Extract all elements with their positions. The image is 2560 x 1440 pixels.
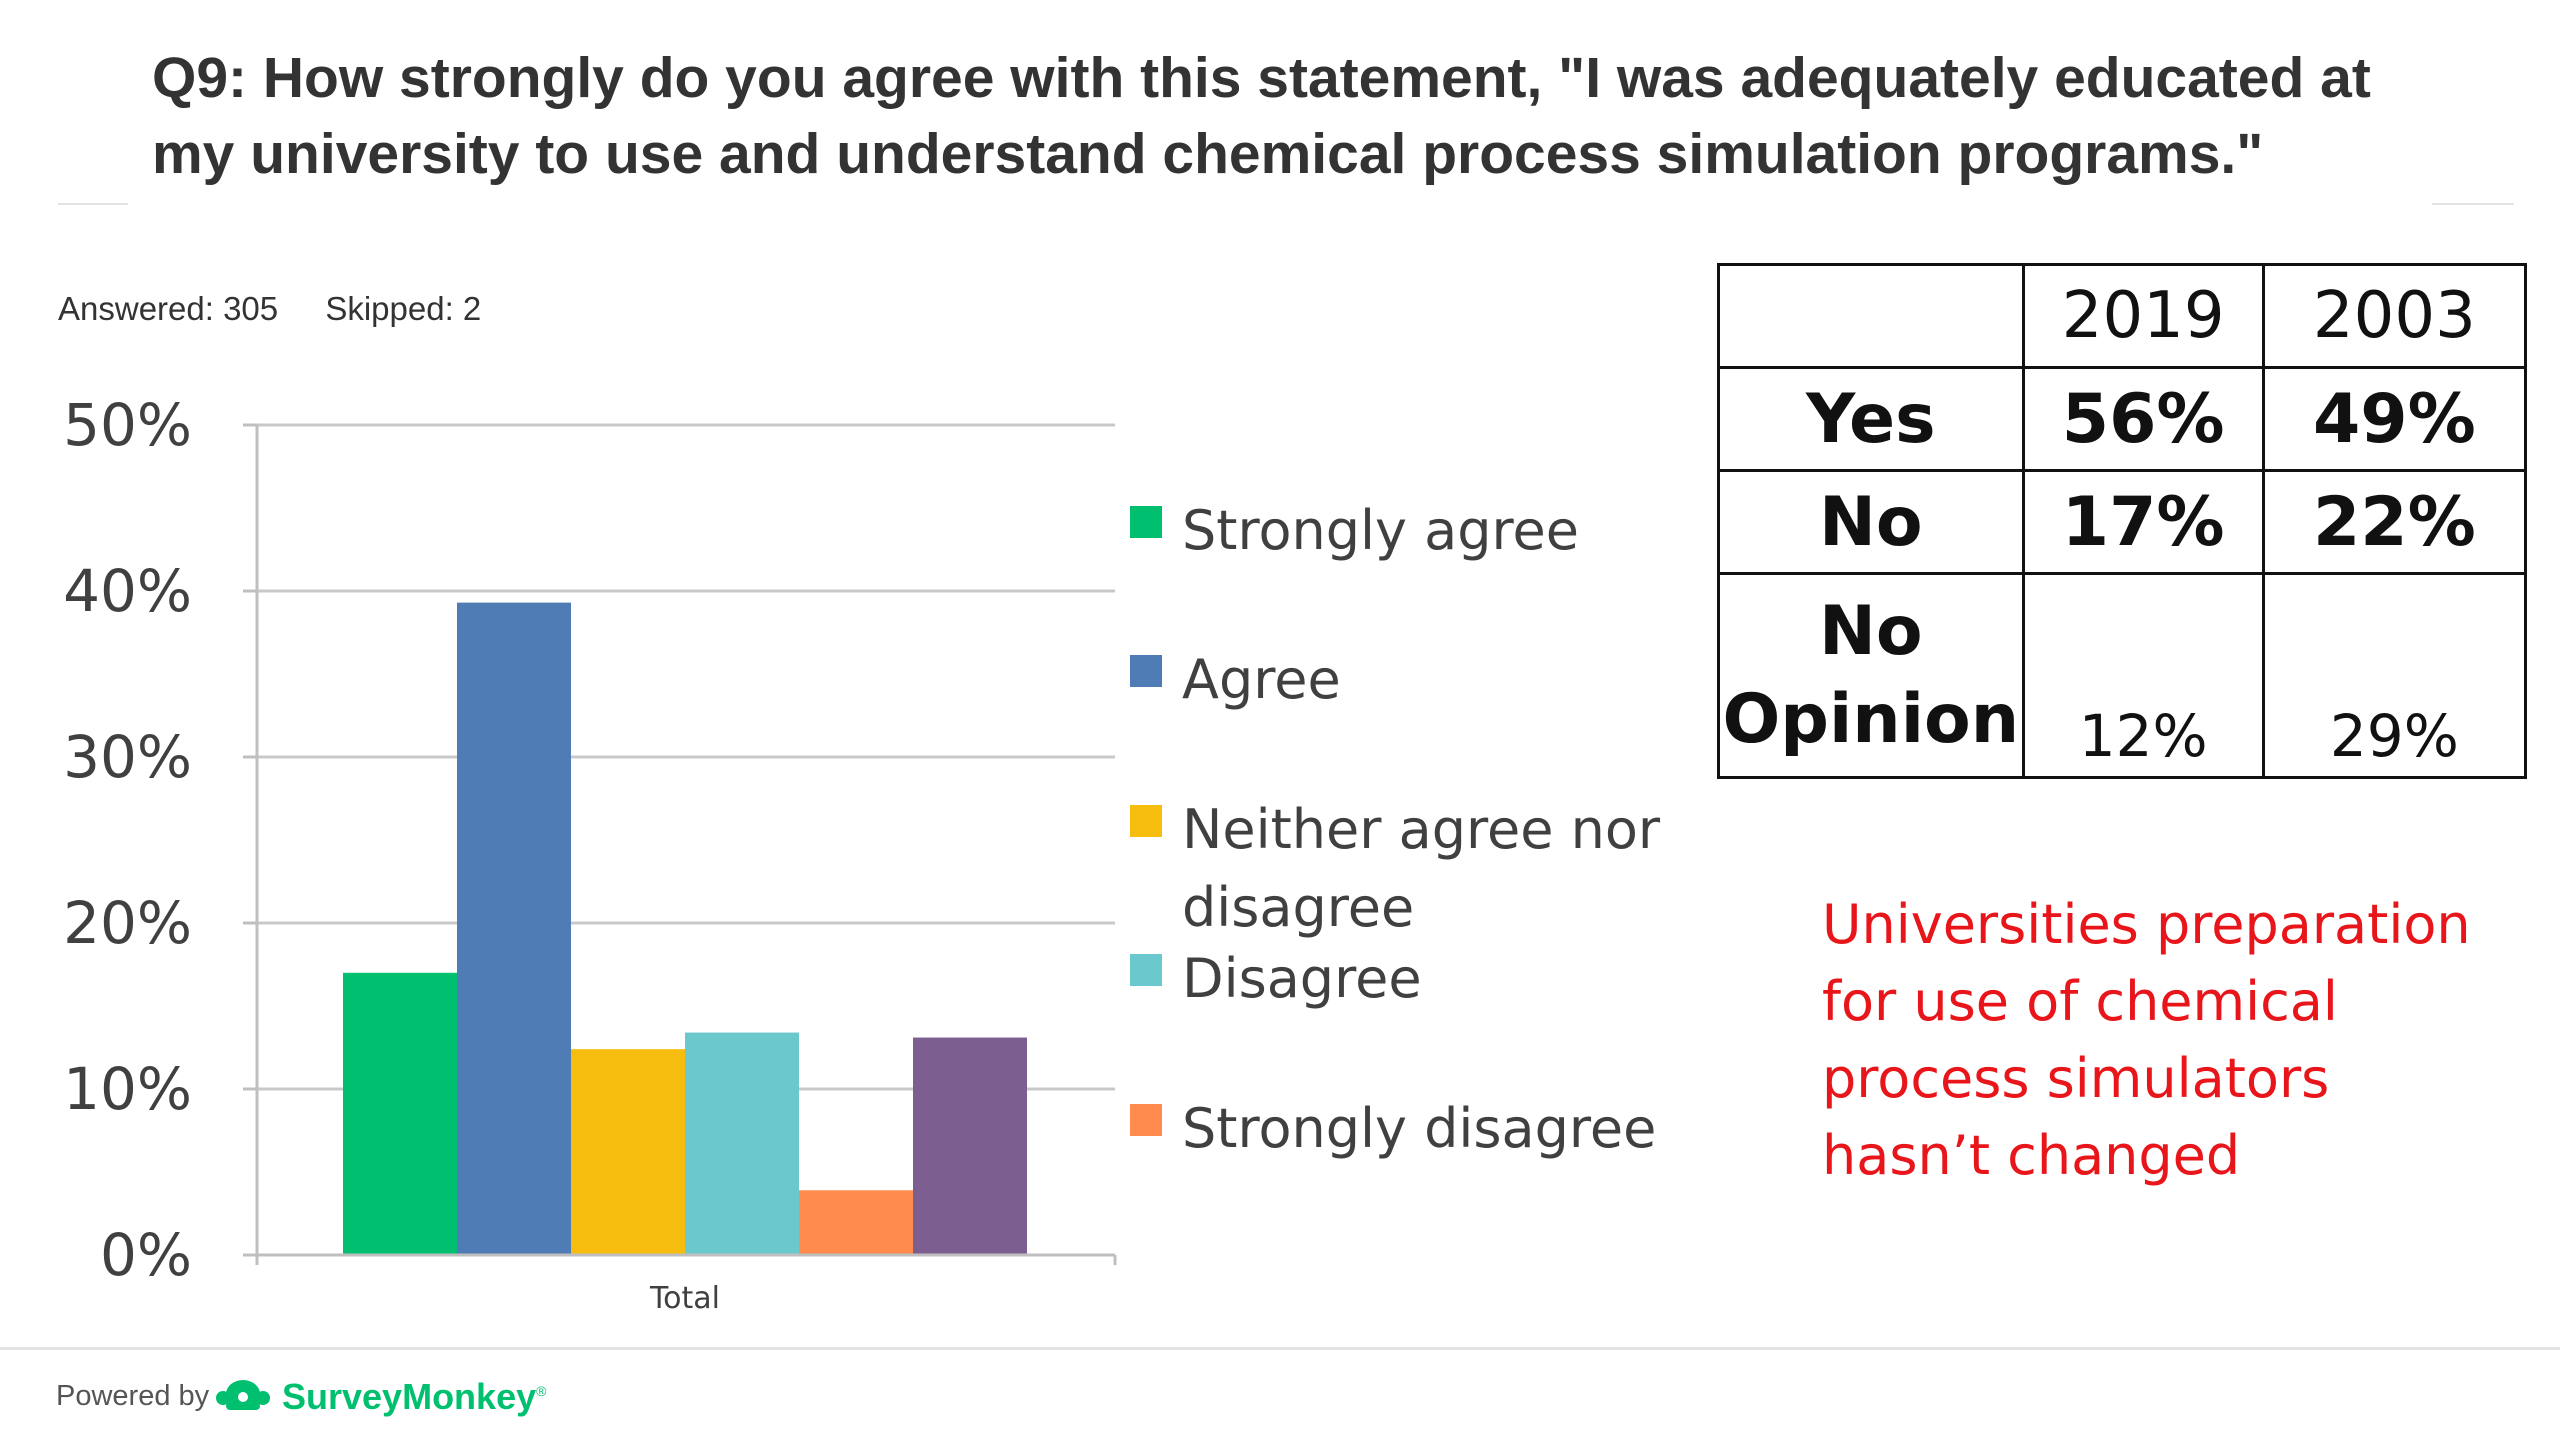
bar xyxy=(343,972,457,1255)
surveymonkey-brand: SurveyMonkey® xyxy=(282,1376,546,1418)
bars xyxy=(343,602,1027,1255)
x-category-label: Total xyxy=(649,1281,720,1316)
table-row-label: No xyxy=(1717,469,2025,575)
table-header-row: 2019 2003 xyxy=(1717,263,2528,369)
registered-mark: ® xyxy=(536,1383,547,1399)
table-row-yes: Yes 56% 49% xyxy=(1717,366,2528,472)
annotation-note: Universities preparation for use of chem… xyxy=(1822,886,2522,1194)
title-divider-right xyxy=(2432,203,2514,205)
comparison-table: 2019 2003 Yes 56% 49% No 17% 22% No Opin… xyxy=(1717,263,2528,779)
table-header-2003: 2003 xyxy=(2261,263,2528,369)
table-header-2019: 2019 xyxy=(2021,263,2265,369)
answered-count: Answered: 305 xyxy=(58,290,279,327)
row-label-line: No xyxy=(1819,591,1923,671)
y-tick-label: 0% xyxy=(100,1221,192,1289)
question-title: Q9: How strongly do you agree with this … xyxy=(152,46,2371,186)
skipped-count: Skipped: 2 xyxy=(325,290,482,327)
bar xyxy=(571,1049,685,1255)
note-line: hasn’t changed xyxy=(1822,1124,2241,1187)
response-counts: Answered: 305 Skipped: 2 xyxy=(58,290,519,328)
note-line: process simulators xyxy=(1822,1047,2330,1110)
x-axis: Total xyxy=(243,1253,1117,1316)
bar xyxy=(685,1032,799,1255)
legend-label: Disagree xyxy=(1182,947,1422,1010)
table-cell: 17% xyxy=(2021,469,2265,575)
y-tick-label: 10% xyxy=(63,1055,192,1123)
table-row-label: Yes xyxy=(1717,366,2025,472)
table-row-no: No 17% 22% xyxy=(1717,469,2528,575)
surveymonkey-logo-icon xyxy=(216,1380,270,1410)
legend-label: Neither agree nor disagree xyxy=(1182,798,1661,939)
table-cell: 56% xyxy=(2021,366,2265,472)
legend-label: Agree xyxy=(1182,648,1341,711)
legend-swatch xyxy=(1130,954,1162,986)
note-line: for use of chemical xyxy=(1822,970,2338,1033)
note-line: Universities preparation xyxy=(1822,893,2471,956)
y-tick-label: 30% xyxy=(63,723,192,791)
table-row-label: No Opinion xyxy=(1717,572,2025,779)
table-corner-cell xyxy=(1717,263,2025,369)
table-cell: 49% xyxy=(2261,366,2528,472)
y-axis: 0% 10% 20% 30% 40% 50% xyxy=(63,391,259,1289)
bar-chart: 0% 10% 20% 30% 40% 50% Total xyxy=(63,391,1117,1316)
legend-swatch xyxy=(1130,655,1162,687)
bar xyxy=(913,1037,1027,1255)
bar xyxy=(457,602,571,1255)
legend-label: Strongly agree xyxy=(1182,499,1579,562)
row-label-line: Opinion xyxy=(1722,679,2020,759)
table-row-no-opinion: No Opinion 12% 29% xyxy=(1717,572,2528,779)
powered-by-text: Powered by xyxy=(56,1380,210,1412)
legend-swatch xyxy=(1130,506,1162,538)
legend-label: Strongly disagree xyxy=(1182,1097,1657,1160)
y-tick-label: 50% xyxy=(63,391,192,459)
legend-swatch xyxy=(1130,805,1162,837)
footer-divider xyxy=(0,1347,2560,1350)
table-cell: 22% xyxy=(2261,469,2528,575)
y-tick-label: 40% xyxy=(63,557,192,625)
legend-swatch xyxy=(1130,1104,1162,1136)
table-cell: 12% xyxy=(2021,572,2265,779)
brand-name: SurveyMonkey xyxy=(282,1376,537,1417)
table-cell: 29% xyxy=(2261,572,2528,779)
bar xyxy=(799,1190,913,1255)
y-tick-label: 20% xyxy=(63,889,192,957)
title-divider-left xyxy=(58,203,128,205)
